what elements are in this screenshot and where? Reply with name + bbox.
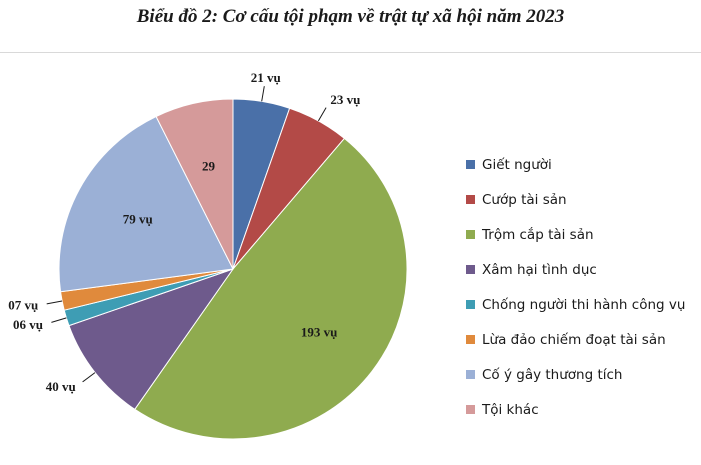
leader-line-xam-hai-tinh-duc <box>82 372 96 383</box>
pie-slice-toi-khac <box>155 98 234 270</box>
legend-swatch-chong-nguoi-thi-hanh-cong-vu <box>466 300 475 309</box>
legend-swatch-toi-khac <box>466 405 475 414</box>
legend-label-toi-khac: Tội khác <box>481 402 539 418</box>
leader-line-lua-dao-chiem-doat-tai-san <box>46 300 63 305</box>
pie-slice-xam-hai-tinh-duc <box>68 268 235 411</box>
title-divider <box>0 52 701 53</box>
data-label-trom-cap-tai-san: 193 vụ <box>301 325 337 340</box>
legend-swatch-lua-dao-chiem-doat-tai-san <box>466 335 475 344</box>
legend-label-co-y-gay-thuong-tich: Cố ý gây thương tích <box>482 366 622 383</box>
leader-line-giet-nguoi <box>261 86 265 102</box>
legend-swatch-co-y-gay-thuong-tich <box>466 370 475 379</box>
legend-label-trom-cap-tai-san: Trộm cắp tài sản <box>481 226 594 243</box>
legend-label-cuop-tai-san: Cướp tài sản <box>482 192 567 208</box>
data-label-cuop-tai-san: 23 vụ <box>330 92 360 107</box>
data-label-lua-dao-chiem-doat-tai-san: 07 vụ <box>8 298 38 313</box>
data-label-toi-khac: 29 <box>202 158 216 173</box>
data-label-co-y-gay-thuong-tich: 79 vụ <box>123 212 153 227</box>
pie-slice-co-y-gay-thuong-tich <box>58 115 234 293</box>
data-label-chong-nguoi-thi-hanh-cong-vu: 06 vụ <box>13 317 43 332</box>
chart-title: Biểu đồ 2: Cơ cấu tội phạm về trật tự xã… <box>136 6 565 27</box>
legend-label-xam-hai-tinh-duc: Xâm hại tình dục <box>482 262 597 278</box>
legend-label-lua-dao-chiem-doat-tai-san: Lừa đảo chiếm đoạt tài sản <box>482 331 666 348</box>
legend-swatch-giet-nguoi <box>466 160 475 169</box>
leader-line-cuop-tai-san <box>317 107 327 122</box>
legend-swatch-trom-cap-tai-san <box>466 230 475 239</box>
pie-slice-trom-cap-tai-san <box>134 137 408 440</box>
data-label-xam-hai-tinh-duc: 40 vụ <box>46 379 76 394</box>
legend-swatch-xam-hai-tinh-duc <box>466 265 475 274</box>
data-label-giet-nguoi: 21 vụ <box>251 70 281 85</box>
legend-label-chong-nguoi-thi-hanh-cong-vu: Chống người thi hành công vụ <box>482 296 685 313</box>
leader-line-chong-nguoi-thi-hanh-cong-vu <box>51 317 67 323</box>
legend-label-giet-nguoi: Giết người <box>482 156 552 173</box>
legend-swatch-cuop-tai-san <box>466 195 475 204</box>
